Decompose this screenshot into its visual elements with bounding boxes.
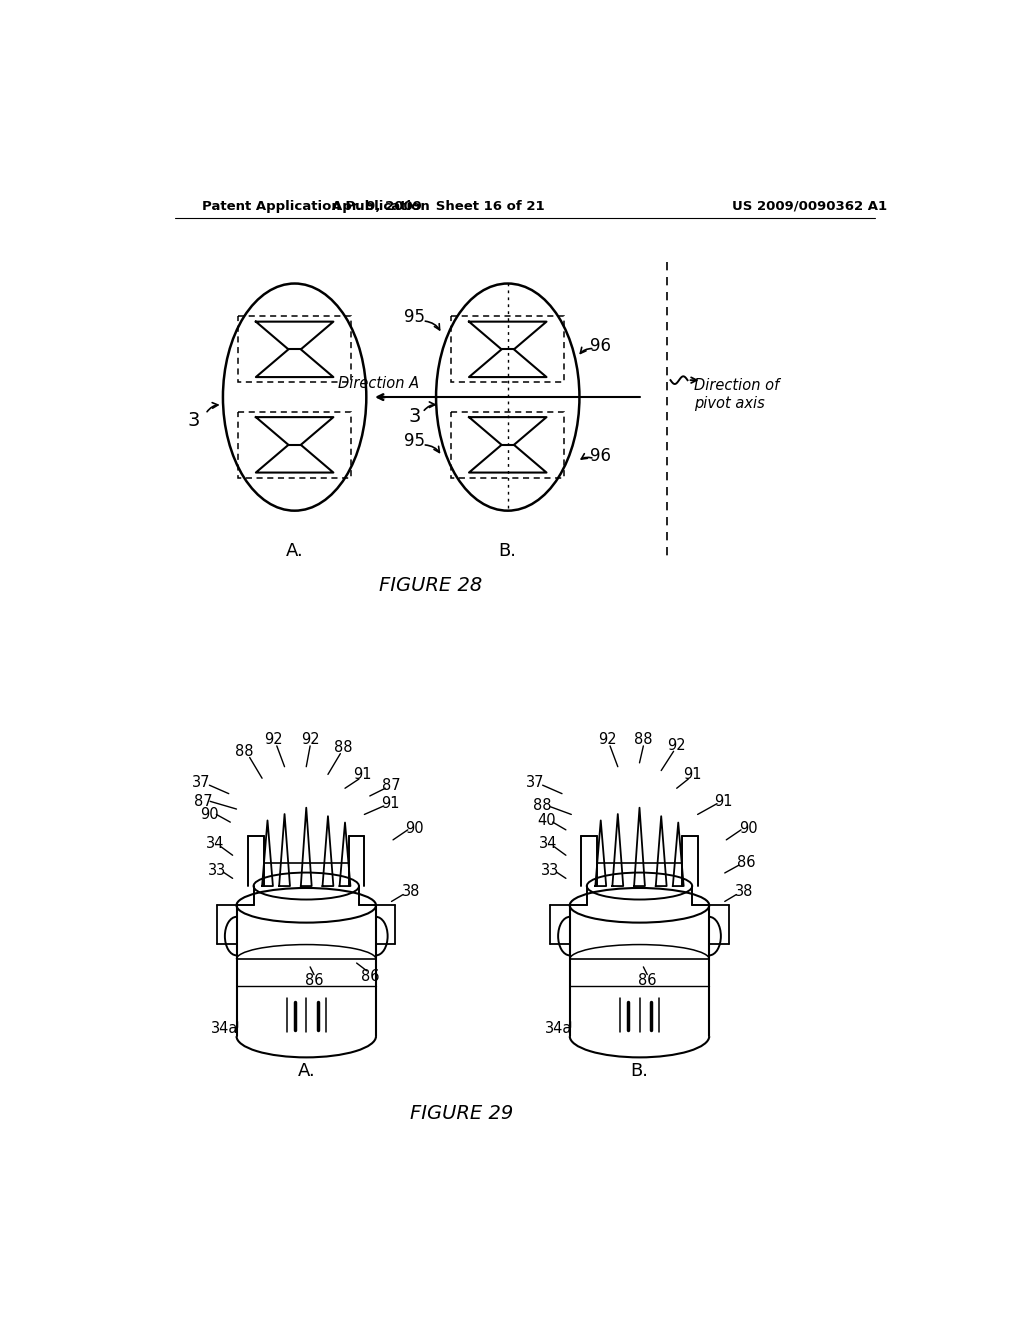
Text: 96: 96 <box>590 337 611 355</box>
Text: 40: 40 <box>538 813 556 828</box>
Text: 88: 88 <box>534 797 552 813</box>
Bar <box>238 317 351 383</box>
Text: Direction A: Direction A <box>338 376 419 391</box>
Text: 34a: 34a <box>211 1020 239 1036</box>
Text: FIGURE 28: FIGURE 28 <box>379 577 482 595</box>
Text: 37: 37 <box>525 775 544 789</box>
Text: 33: 33 <box>208 863 226 878</box>
Text: 3: 3 <box>409 407 421 426</box>
Text: 92: 92 <box>668 738 686 752</box>
Text: 92: 92 <box>301 733 319 747</box>
Text: 34: 34 <box>206 836 224 851</box>
Text: B.: B. <box>631 1061 648 1080</box>
Bar <box>452 317 564 383</box>
Text: 38: 38 <box>401 884 420 899</box>
Text: 88: 88 <box>234 743 254 759</box>
Text: 91: 91 <box>381 796 399 812</box>
Text: pivot axis: pivot axis <box>693 396 765 411</box>
Text: 87: 87 <box>382 779 400 793</box>
Bar <box>452 412 564 478</box>
Text: 86: 86 <box>638 973 656 989</box>
Text: A.: A. <box>286 543 303 560</box>
Text: 91: 91 <box>683 767 701 781</box>
Text: 88: 88 <box>634 733 652 747</box>
Text: 92: 92 <box>264 733 283 747</box>
Text: 38: 38 <box>735 884 754 899</box>
Text: 92: 92 <box>598 733 616 747</box>
Text: A.: A. <box>297 1061 315 1080</box>
Text: 91: 91 <box>353 767 372 781</box>
Text: 90: 90 <box>406 821 424 836</box>
Text: 96: 96 <box>590 447 611 466</box>
Text: 87: 87 <box>194 793 213 809</box>
Text: 90: 90 <box>738 821 758 836</box>
Text: 34a: 34a <box>545 1020 571 1036</box>
Text: 91: 91 <box>714 793 732 809</box>
Text: 95: 95 <box>404 432 425 450</box>
Bar <box>238 412 351 478</box>
Text: 3: 3 <box>187 411 200 430</box>
Text: 33: 33 <box>542 863 559 878</box>
Text: 34: 34 <box>539 836 557 851</box>
Text: 86: 86 <box>737 855 756 870</box>
Text: 37: 37 <box>193 775 211 789</box>
Text: FIGURE 29: FIGURE 29 <box>410 1104 513 1123</box>
Text: Apr. 9, 2009   Sheet 16 of 21: Apr. 9, 2009 Sheet 16 of 21 <box>332 199 545 213</box>
Text: 86: 86 <box>305 973 324 989</box>
Text: B.: B. <box>499 543 517 560</box>
Text: 88: 88 <box>334 741 352 755</box>
Text: 90: 90 <box>200 807 219 822</box>
Text: 95: 95 <box>404 308 425 326</box>
Text: Direction of: Direction of <box>693 378 779 393</box>
Text: US 2009/0090362 A1: US 2009/0090362 A1 <box>732 199 888 213</box>
Text: 86: 86 <box>360 969 379 983</box>
Text: Patent Application Publication: Patent Application Publication <box>202 199 429 213</box>
